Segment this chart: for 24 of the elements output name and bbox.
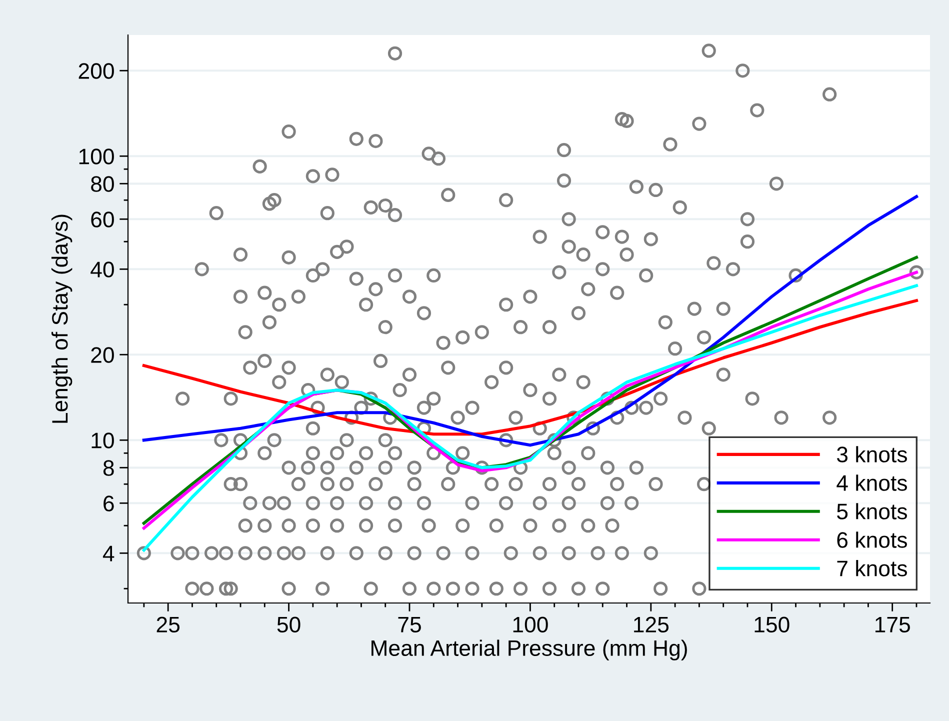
x-tick-label: 175 <box>875 617 910 633</box>
x-tick-label: 100 <box>513 616 548 633</box>
y-tick-label: 4 <box>102 546 114 562</box>
x-tick-label: 25 <box>156 616 180 633</box>
y-tick-label: 100 <box>79 148 114 164</box>
y-tick-label: 60 <box>91 212 114 228</box>
legend-label: 7 knots <box>837 560 907 576</box>
y-tick-label: 40 <box>90 262 114 278</box>
legend-label: 5 knots <box>837 503 907 520</box>
y-tick-label: 20 <box>91 347 114 363</box>
y-tick-label: 80 <box>91 176 114 192</box>
x-tick-label: 125 <box>634 616 669 633</box>
x-tick-label: 50 <box>277 616 300 633</box>
legend-label: 3 knots <box>836 446 907 462</box>
y-axis-title: Length of Stay (days) <box>51 214 72 423</box>
y-tick-label: 10 <box>92 432 114 448</box>
legend-label: 4 knots <box>836 474 907 491</box>
x-tick-label: 75 <box>398 617 421 633</box>
x-tick-label: 150 <box>754 616 790 633</box>
y-tick-label: 6 <box>104 496 114 512</box>
y-tick-label: 200 <box>78 63 114 79</box>
legend-label: 6 knots <box>837 532 907 548</box>
y-tick-label: 8 <box>103 460 114 476</box>
x-axis-title: Mean Arterial Pressure (mm Hg) <box>372 640 687 660</box>
